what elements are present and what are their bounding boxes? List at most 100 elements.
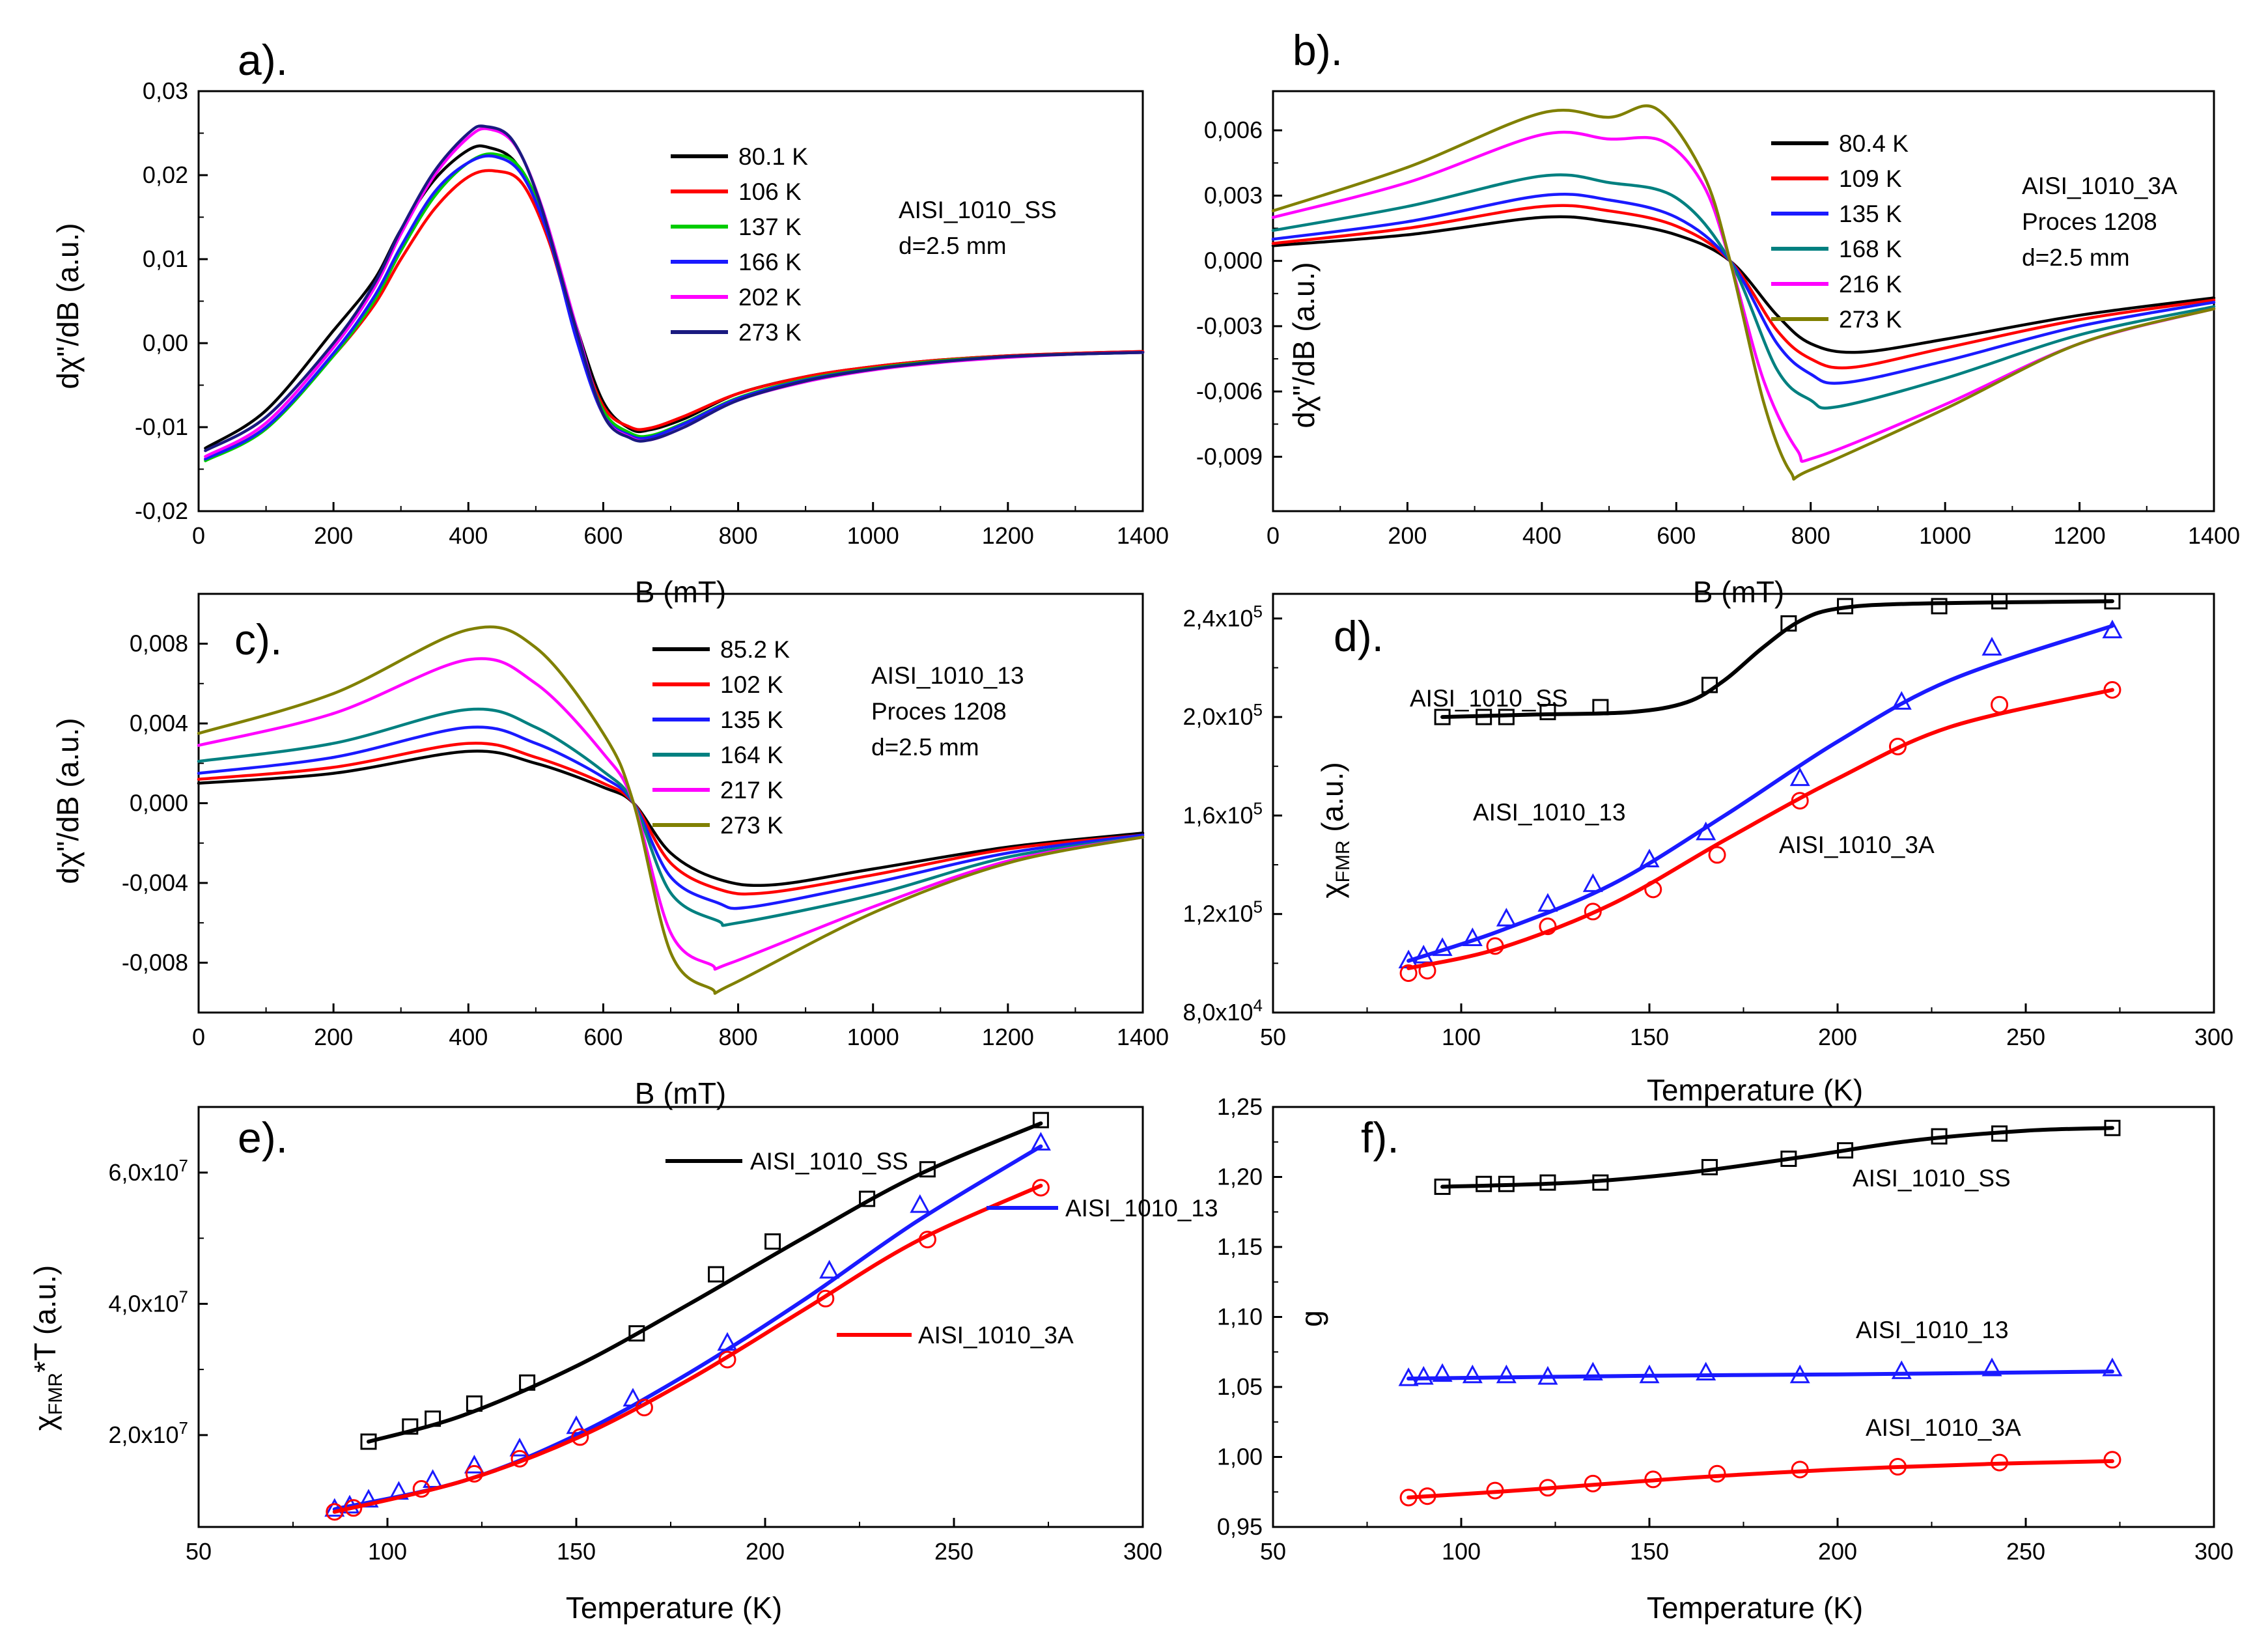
panel-d-ytick-label: 1,6x105 xyxy=(1183,798,1263,828)
panel-f-point xyxy=(1432,1363,1453,1382)
panel-f-point xyxy=(1399,1489,1418,1507)
panel-d-point xyxy=(1537,893,1558,912)
panel-f-xtick-label: 200 xyxy=(1818,1538,1857,1565)
panel-a-ylabel-prefix: d xyxy=(51,372,85,389)
panel-e-xtick-label: 300 xyxy=(1123,1538,1162,1565)
panel-e-point xyxy=(412,1480,430,1498)
panel-d-ylabel-suffix: (a.u.) xyxy=(1315,762,1349,840)
panel-f-ytick-label: 1,10 xyxy=(1217,1304,1263,1330)
panel-d-ytick-label: 2,0x105 xyxy=(1183,700,1263,730)
panel-f-marks: 50 100 150 200 250 300 0,95 1,00 1,05 1,10 1,15 1,2… xyxy=(1217,1093,2233,1565)
panel-c-xlabel: B (mT) xyxy=(635,1076,727,1110)
panel-f-ytick-label: 1,25 xyxy=(1217,1093,1263,1120)
panel-a-annotation-1: d=2.5 mm xyxy=(899,232,1007,259)
panel-d-point xyxy=(1592,699,1609,716)
panel-e-point xyxy=(635,1399,653,1417)
panel-b-annotation-1: Proces 1208 xyxy=(2022,208,2157,235)
panel-b-xtick-label: 1400 xyxy=(2188,522,2240,549)
panel-c-ytick-label: 0,004 xyxy=(130,710,188,736)
panel-d-marks: 50 100 150 200 250 300 8,0x104 1,2x105 1,6x105 2,… xyxy=(1183,593,2233,1050)
panel-f-point xyxy=(1582,1362,1603,1380)
panel-b-ytick-label: 0,000 xyxy=(1204,247,1263,274)
panel-b-legend-label: 109 K xyxy=(1839,165,1902,192)
panel-b-xtick-label: 200 xyxy=(1388,522,1427,549)
panel-c-legend-label: 102 K xyxy=(720,671,783,698)
panel-e-legend-ss: AISI_1010_SS xyxy=(750,1148,908,1175)
panel-f-point xyxy=(1539,1174,1556,1191)
panel-e-point xyxy=(918,1231,936,1249)
panel-a-ytick-label: 0,03 xyxy=(143,77,188,104)
panel-c-xtick-label: 200 xyxy=(314,1024,353,1050)
panel-b-xtick-label: 1000 xyxy=(1919,522,1971,549)
panel-a: 0 200 400 600 800 1000 1200 1400 -0,02 -0,01 0,00 0… xyxy=(51,36,1169,609)
panel-b-legend-label: 80.4 K xyxy=(1839,130,1909,157)
panel-c-xtick-label: 1000 xyxy=(847,1024,899,1050)
panel-f-point xyxy=(1991,1125,2008,1142)
panel-a-xtick-label: 0 xyxy=(192,522,205,549)
panel-d-point xyxy=(2103,681,2121,699)
panel-d-point xyxy=(1708,846,1726,864)
panel-d-point xyxy=(1432,937,1453,957)
panel-c-series-line xyxy=(197,749,1145,888)
panel-e-fit-line xyxy=(332,1183,1043,1514)
panel-e-letter: e). xyxy=(238,1113,288,1162)
panel-f-point xyxy=(1789,1364,1810,1384)
panel-e-point xyxy=(718,1350,736,1369)
panel-b-xtick-label: 800 xyxy=(1791,522,1830,549)
panel-f-point xyxy=(1981,1357,2002,1377)
panel-b-legend-label: 168 K xyxy=(1839,236,1902,262)
panel-e-point xyxy=(358,1489,379,1508)
panel-b-xlabel: B (mT) xyxy=(1693,575,1785,609)
panel-f-xtick-label: 100 xyxy=(1442,1538,1481,1565)
panel-d-point xyxy=(1696,821,1716,841)
panel-d-point xyxy=(2102,619,2123,639)
panel-f-point xyxy=(1486,1481,1504,1500)
panel-c-ytick-label: 0,008 xyxy=(130,630,188,657)
panel-d-fit-line xyxy=(1407,624,2114,963)
panel-e-point xyxy=(466,1395,483,1412)
panel-f-point xyxy=(1639,1364,1660,1384)
panel-a-xtick-label: 200 xyxy=(314,522,353,549)
panel-d-ytick-label: 8,0x104 xyxy=(1183,996,1263,1026)
panel-e-fit-line xyxy=(367,1121,1043,1444)
panel-b-xtick-label: 0 xyxy=(1267,522,1280,549)
panel-b-letter: b). xyxy=(1293,26,1343,74)
panel-d-point xyxy=(1434,708,1451,725)
panel-a-xlabel: B (mT) xyxy=(635,575,727,609)
panel-c-ylabel-suffix: "/dB (a.u.) xyxy=(51,718,85,852)
panel-e-point xyxy=(509,1437,530,1457)
panel-a-legend-label: 202 K xyxy=(738,284,802,311)
panel-e-point xyxy=(465,1464,483,1483)
panel-b-legend-label: 216 K xyxy=(1839,271,1902,298)
panel-b-xtick-label: 400 xyxy=(1522,522,1561,549)
panel-a-xtick-label: 1000 xyxy=(847,522,899,549)
panel-e: 50 100 150 200 250 300 2,0x107 4,0x107 6,0x107 e… xyxy=(28,1106,1218,1625)
panel-f-point xyxy=(1791,1461,1809,1479)
panel-b-series-line xyxy=(1271,104,2216,481)
panel-e-point xyxy=(425,1410,441,1427)
panel-a-xtick-label: 1200 xyxy=(982,522,1034,549)
panel-d-point xyxy=(1486,937,1504,955)
panel-d-point xyxy=(1584,902,1602,921)
panel-d-xtick-label: 100 xyxy=(1442,1024,1481,1050)
panel-b-ylabel-suffix: "/dB (a.u.) xyxy=(1287,262,1321,396)
panel-c-legend-label: 273 K xyxy=(720,812,783,839)
panel-c-ytick-label: -0,008 xyxy=(122,949,188,975)
panel-c-ytick-label: -0,004 xyxy=(122,869,188,896)
panel-c-annotation-2: d=2.5 mm xyxy=(871,734,979,761)
panel-d-point xyxy=(1791,792,1809,810)
panel-a-series-line xyxy=(204,124,1145,453)
panel-d-xlabel: Temperature (K) xyxy=(1647,1073,1863,1107)
panel-f-point xyxy=(1476,1175,1492,1192)
panel-c-annotation-1: Proces 1208 xyxy=(871,698,1007,725)
panel-f-label-ss: AISI_1010_SS xyxy=(1853,1165,2011,1192)
panel-f-point xyxy=(1413,1365,1434,1385)
panel-f-ylabel: g xyxy=(1295,1310,1328,1327)
panel-d-point xyxy=(1399,964,1418,982)
panel-b-ylabel-prefix: d xyxy=(1287,412,1321,428)
panel-d-point xyxy=(1539,704,1556,721)
panel-f-point xyxy=(1701,1158,1718,1175)
panel-e-legend-13: AISI_1010_13 xyxy=(1065,1195,1218,1222)
panel-f-ytick-label: 1,20 xyxy=(1217,1164,1263,1190)
panel-e-point xyxy=(623,1388,643,1406)
